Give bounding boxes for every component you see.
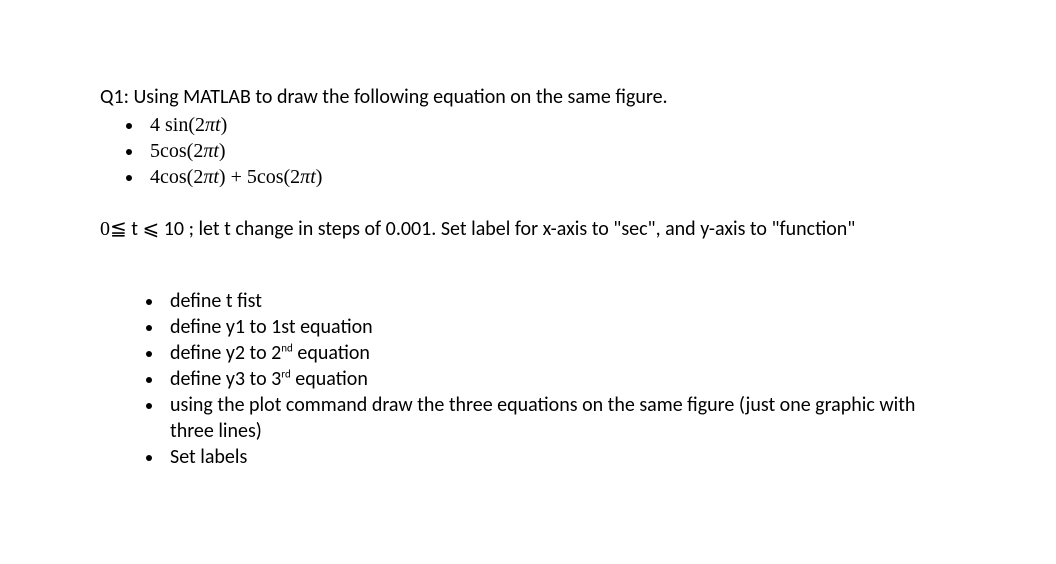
step-text: define y2 to 2 — [170, 341, 281, 365]
range-zero: 0 — [100, 218, 110, 240]
range-line: 0≦ t ⩽ 10 ; let t change in steps of 0.0… — [100, 216, 956, 242]
superscript-nd: nd — [281, 341, 293, 354]
equation-item: 5cos(2πt) — [144, 138, 956, 164]
step-item: Set labels — [164, 444, 956, 470]
step-suffix: equation — [291, 367, 368, 391]
document-page: Q1: Using MATLAB to draw the following e… — [0, 0, 1056, 470]
equation-2: 5cos(2πt) — [150, 140, 226, 162]
step-text: using the plot command draw the three eq… — [170, 393, 915, 443]
range-le: ≦ — [110, 218, 127, 240]
equation-3: 4cos(2πt) + 5cos(2πt) — [150, 166, 322, 188]
equation-item: 4cos(2πt) + 5cos(2πt) — [144, 164, 956, 190]
step-text: Set labels — [170, 445, 247, 469]
question-title: Q1: Using MATLAB to draw the following e… — [100, 84, 956, 110]
step-item: define y1 to 1st equation — [164, 314, 956, 340]
superscript-rd: rd — [281, 367, 290, 380]
equation-list: 4 sin(2πt) 5cos(2πt) 4cos(2πt) + 5cos(2π… — [100, 112, 956, 190]
step-text: define y1 to 1st equation — [170, 315, 373, 339]
step-text: define t fist — [170, 289, 262, 313]
step-item: using the plot command draw the three eq… — [164, 392, 956, 444]
step-item: define y3 to 3rd equation — [164, 366, 956, 392]
step-item: define t fist — [164, 288, 956, 314]
range-text: t ⩽ 10 ; let t change in steps of 0.001.… — [127, 217, 856, 241]
step-item: define y2 to 2nd equation — [164, 340, 956, 366]
equation-1: 4 sin(2πt) — [150, 114, 227, 136]
step-suffix: equation — [293, 341, 370, 365]
equation-item: 4 sin(2πt) — [144, 112, 956, 138]
step-text: define y3 to 3 — [170, 367, 281, 391]
steps-list: define t fist define y1 to 1st equation … — [100, 288, 956, 470]
